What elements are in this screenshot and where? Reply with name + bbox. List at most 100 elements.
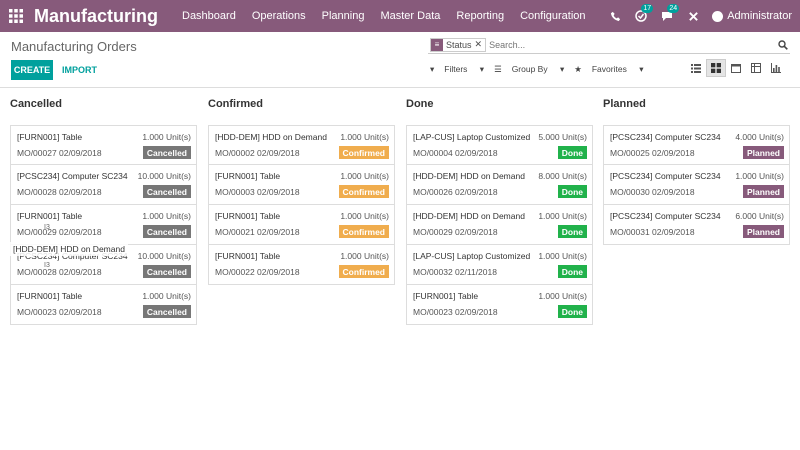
menu-item-planning[interactable]: Planning — [321, 10, 365, 22]
menu-item-master-data[interactable]: Master Data — [380, 10, 441, 22]
column-title[interactable]: Cancelled — [10, 98, 62, 110]
card-product-name: [FURN001] Table — [17, 132, 83, 142]
card-reference: MO/00004 02/09/2018 — [413, 148, 498, 158]
status-badge: Cancelled — [142, 225, 191, 238]
kanban-card[interactable]: [FURN001] Table 1.000 Unit(s) MO/00022 02/… — [208, 245, 395, 285]
column-title[interactable]: Done — [406, 98, 434, 110]
status-badge: Planned — [742, 225, 784, 238]
menu-item-configuration[interactable]: Configuration — [520, 10, 586, 22]
debug-tools-icon[interactable] — [680, 0, 706, 32]
status-badge: Confirmed — [338, 185, 389, 198]
card-reference: MO/00026 02/09/2018 — [413, 187, 498, 197]
status-badge: Cancelled — [142, 185, 191, 198]
card-reference: MO/00023 02/09/2018 — [413, 307, 498, 317]
card-product-name: [PCSC234] Computer SC234 — [610, 132, 721, 142]
card-reference: MO/00028 02/09/2018 — [17, 267, 102, 277]
activity-count-badge: 17 — [641, 4, 654, 13]
list-view-icon[interactable] — [686, 59, 706, 77]
groupby-icon: ☰ — [494, 64, 502, 74]
groupby-label: Group By — [511, 64, 548, 74]
card-product-name: [LAP-CUS] Laptop Customized — [413, 251, 531, 261]
card-reference: MO/00030 02/09/2018 — [610, 187, 695, 197]
kanban-card[interactable]: [LAP-CUS] Laptop Customized 5.000 Unit(s)… — [406, 125, 593, 165]
card-quantity: 1.000 Unit(s) — [142, 211, 191, 221]
search-input[interactable] — [489, 39, 776, 50]
filter-icon: ≡ — [431, 38, 443, 51]
main-menu: Dashboard Operations Planning Master Dat… — [174, 10, 594, 22]
kanban-card[interactable]: [PCSC234] Computer SC234 6.000 Unit(s) MO/… — [603, 205, 790, 245]
card-quantity: 1.000 Unit(s) — [340, 251, 389, 261]
graph-view-icon[interactable] — [766, 59, 786, 77]
search-icon[interactable] — [776, 38, 790, 52]
menu-item-operations[interactable]: Operations — [251, 10, 306, 22]
cursor-icon: I3 — [44, 224, 50, 231]
kanban-card[interactable]: [PCSC234] Computer SC234 1.000 Unit(s) MO/… — [603, 165, 790, 205]
avatar — [712, 10, 724, 22]
import-button[interactable]: IMPORT — [62, 65, 97, 75]
card-quantity: 8.000 Unit(s) — [538, 171, 587, 181]
kanban-column-planned: Planned [PCSC234] Computer SC234 4.000 Uni… — [603, 98, 790, 245]
kanban-card[interactable]: [HDD-DEM] HDD on Demand 8.000 Unit(s) MO/0… — [406, 165, 593, 205]
calendar-view-icon[interactable] — [726, 59, 746, 77]
card-quantity: 1.000 Unit(s) — [538, 251, 587, 261]
card-product-name: [HDD-DEM] HDD on Demand — [215, 132, 327, 142]
page-title: Manufacturing Orders — [11, 39, 137, 54]
groupby-dropdown[interactable]: ☰ Group By ▾ — [494, 64, 565, 74]
status-badge: Done — [557, 146, 587, 159]
card-product-name: [FURN001] Table — [215, 251, 281, 261]
card-product-name: [FURN001] Table — [215, 211, 281, 221]
kanban-card[interactable]: [LAP-CUS] Laptop Customized 1.000 Unit(s)… — [406, 245, 593, 285]
dragged-card-label[interactable]: [HDD-DEM] HDD on Demand — [10, 242, 128, 256]
card-quantity: 10.000 Unit(s) — [137, 171, 191, 181]
card-reference: MO/00031 02/09/2018 — [610, 227, 695, 237]
card-product-name: [PCSC234] Computer SC234 — [610, 171, 721, 181]
kanban-card[interactable]: [HDD-DEM] HDD on Demand 1.000 Unit(s) MO/0… — [208, 125, 395, 165]
kanban-column-cancelled: Cancelled [FURN001] Table 1.000 Unit(s) MO/… — [10, 98, 197, 325]
status-badge: Confirmed — [338, 265, 389, 278]
card-quantity: 6.000 Unit(s) — [735, 211, 784, 221]
app-title[interactable]: Manufacturing — [34, 5, 158, 26]
view-switcher — [686, 59, 786, 77]
filter-icon: ▾ — [430, 64, 435, 74]
kanban-card[interactable]: [PCSC234] Computer SC234 10.000 Unit(s) MO… — [10, 165, 197, 205]
remove-facet-icon[interactable]: ✕ — [474, 39, 483, 49]
kanban-card[interactable]: [PCSC234] Computer SC234 4.000 Unit(s) MO/… — [603, 125, 790, 165]
card-product-name: [LAP-CUS] Laptop Customized — [413, 132, 531, 142]
card-product-name: [PCSC234] Computer SC234 — [610, 211, 721, 221]
card-reference: MO/00027 02/09/2018 — [17, 148, 102, 158]
favorites-dropdown[interactable]: ★ Favorites ▾ — [574, 64, 644, 74]
card-quantity: 1.000 Unit(s) — [538, 291, 587, 301]
status-badge: Cancelled — [142, 265, 191, 278]
activity-icon[interactable]: 17 — [628, 0, 654, 32]
create-button[interactable]: CREATE — [11, 60, 53, 80]
cursor-icon: I3 — [44, 262, 50, 269]
user-name: Administrator — [727, 10, 792, 22]
card-quantity: 1.000 Unit(s) — [735, 171, 784, 181]
phone-icon[interactable] — [602, 0, 628, 32]
kanban-card[interactable]: [FURN001] Table 1.000 Unit(s) MO/00027 02/… — [10, 125, 197, 165]
card-reference: MO/00029 02/09/2018 — [17, 227, 102, 237]
kanban-card[interactable]: [FURN001] Table 1.000 Unit(s) MO/00021 02/… — [208, 205, 395, 245]
card-quantity: 1.000 Unit(s) — [340, 171, 389, 181]
messages-icon[interactable]: 24 — [654, 0, 680, 32]
column-title[interactable]: Confirmed — [208, 98, 263, 110]
apps-menu-icon[interactable] — [0, 0, 32, 32]
pivot-view-icon[interactable] — [746, 59, 766, 77]
status-badge: Planned — [742, 146, 784, 159]
kanban-card[interactable]: [FURN001] Table 1.000 Unit(s) MO/00023 02/… — [10, 285, 197, 325]
kanban-card[interactable]: [FURN001] Table 1.000 Unit(s) MO/00029 02/… — [10, 205, 197, 245]
kanban-card[interactable]: [HDD-DEM] HDD on Demand 1.000 Unit(s) MO/0… — [406, 205, 593, 245]
facet-label: Status — [446, 39, 472, 50]
kanban-view-icon[interactable] — [706, 59, 726, 77]
menu-item-dashboard[interactable]: Dashboard — [182, 10, 236, 22]
card-reference: MO/00032 02/11/2018 — [413, 267, 497, 277]
kanban-card[interactable]: [FURN001] Table 1.000 Unit(s) MO/00003 02/… — [208, 165, 395, 205]
filters-dropdown[interactable]: ▾ Filters ▾ — [430, 64, 485, 74]
status-badge: Done — [557, 265, 587, 278]
kanban-card[interactable]: [FURN001] Table 1.000 Unit(s) MO/00023 02/… — [406, 285, 593, 325]
user-menu[interactable]: Administrator — [706, 10, 800, 22]
filters-label: Filters — [444, 64, 468, 74]
status-badge: Done — [557, 305, 587, 318]
menu-item-reporting[interactable]: Reporting — [456, 10, 505, 22]
column-title[interactable]: Planned — [603, 98, 646, 110]
